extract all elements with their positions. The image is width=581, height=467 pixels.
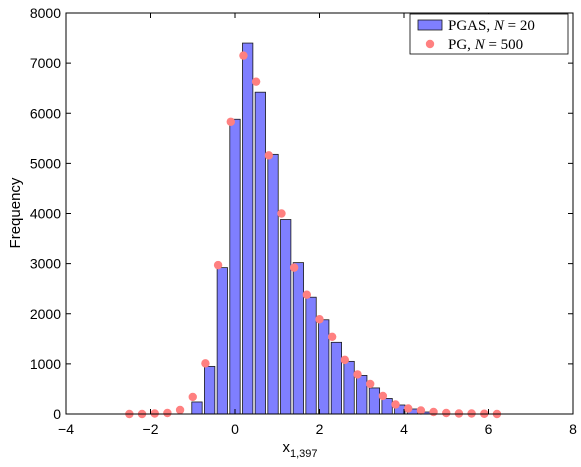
x-tick-label: 2 (316, 421, 324, 437)
histogram-bar (242, 42, 254, 415)
histogram-bar (330, 341, 342, 415)
y-tick-label: 7000 (30, 55, 61, 71)
scatter-point (327, 332, 337, 342)
scatter-point (289, 263, 299, 272)
scatter-point (226, 117, 235, 126)
legend-label-pgas-prefix: PGAS, (448, 18, 494, 34)
histogram-bar (305, 296, 317, 415)
y-tick-label: 0 (53, 406, 61, 422)
y-tick-label: 3000 (30, 256, 61, 272)
scatter-point (201, 359, 210, 368)
points-layer (125, 51, 502, 419)
histogram-bar (318, 319, 330, 415)
x-axis-title-main: x (282, 439, 290, 456)
scatter-point (404, 404, 413, 413)
legend-point-swatch (425, 39, 435, 49)
histogram-bar (381, 398, 393, 415)
legend-label-pg-value: = 500 (485, 37, 523, 53)
y-tick-label: 2000 (30, 306, 61, 322)
legend-label-pg: PG, N = 500 (448, 37, 523, 53)
x-tick-label: 6 (485, 421, 493, 437)
scatter-point (429, 407, 438, 417)
scatter-point (315, 315, 324, 324)
scatter-point (264, 151, 273, 160)
scatter-point (175, 405, 185, 415)
x-tick-label: 4 (400, 421, 408, 437)
legend-label-pgas-value: = 20 (504, 18, 535, 34)
y-tick-label: 8000 (30, 5, 61, 21)
legend-label-pg-var: N (474, 37, 486, 53)
histogram-bar (204, 365, 216, 415)
scatter-point (277, 209, 286, 218)
y-tick-labels: 0 1000 2000 3000 4000 5000 6000 7000 8000 (30, 5, 61, 422)
legend-label-pgas: PGAS, N = 20 (448, 18, 535, 34)
histogram-bar (292, 262, 304, 415)
y-tick-label: 4000 (30, 206, 61, 222)
scatter-point (340, 355, 350, 365)
y-axis-title: Frequency (7, 177, 24, 248)
histogram-bar (343, 360, 355, 415)
histogram-bar (191, 401, 203, 415)
scatter-point (378, 391, 388, 401)
histogram-bar (280, 219, 292, 415)
scatter-point (239, 51, 248, 60)
histogram-bar (267, 153, 279, 415)
histogram-bar (368, 387, 381, 415)
scatter-point (442, 408, 451, 418)
y-tick-label: 6000 (30, 105, 61, 121)
scatter-point (353, 370, 362, 379)
histogram-bar (229, 118, 241, 415)
scatter-point (302, 290, 312, 299)
scatter-point (163, 408, 172, 418)
x-tick-label: 8 (569, 421, 577, 437)
histogram-bar (356, 374, 368, 415)
x-axis-title-subscript: 1,397 (290, 448, 318, 460)
legend-label-pgas-var: N (493, 18, 505, 34)
scatter-point (366, 379, 375, 389)
x-tick-label: −2 (143, 421, 159, 437)
legend-label-pg-prefix: PG, (448, 37, 475, 53)
ticks-layer (65, 12, 574, 415)
y-tick-label: 1000 (30, 356, 61, 372)
y-tick-label: 5000 (30, 155, 61, 171)
histogram-bar (216, 267, 228, 415)
scatter-point (188, 392, 197, 402)
scatter-point (251, 77, 261, 86)
x-tick-labels: −4 −2 0 2 4 6 8 (58, 421, 577, 437)
histogram-bar (254, 91, 266, 415)
scatter-point (416, 406, 426, 415)
legend: PGAS, N = 20 PG, N = 500 (409, 13, 569, 55)
scatter-point (213, 260, 223, 270)
x-tick-label: −4 (58, 421, 74, 437)
scatter-point (391, 400, 400, 409)
x-axis-title: x1,397 (282, 439, 317, 460)
legend-bar-swatch (417, 19, 443, 31)
x-tick-label: 0 (231, 421, 239, 437)
